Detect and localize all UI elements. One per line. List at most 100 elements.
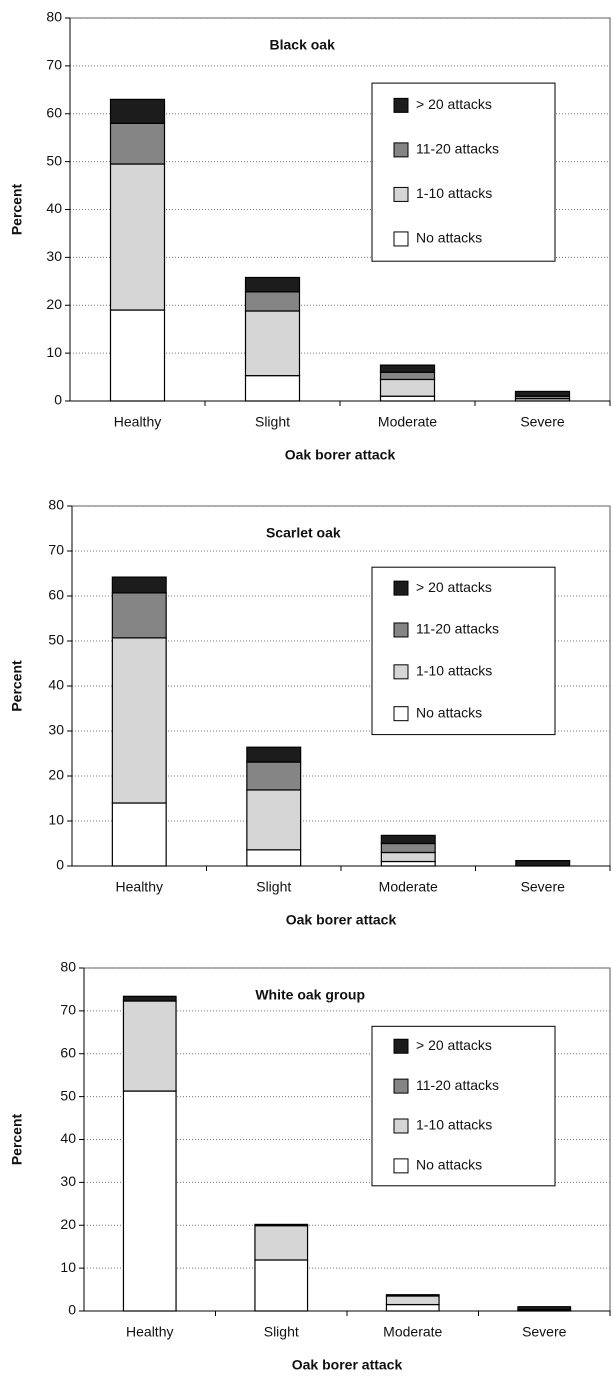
chart-title: Scarlet oak: [266, 525, 341, 541]
bar-segment: [244, 375, 301, 402]
y-tick-label: 70: [48, 542, 64, 558]
legend-label: > 20 attacks: [416, 96, 492, 112]
y-tick-label: 30: [46, 248, 62, 264]
bar-segment: [254, 1223, 309, 1227]
bar-segment: [379, 378, 436, 397]
legend-label: 1-10 attacks: [416, 1117, 492, 1133]
y-tick-label: 50: [60, 1087, 76, 1103]
legend-swatch: [393, 580, 409, 596]
bar-segment: [109, 98, 166, 124]
x-tick-label: Slight: [255, 414, 290, 430]
legend-label: > 20 attacks: [416, 579, 492, 595]
x-tick-label: Moderate: [379, 879, 438, 895]
legend-swatch: [393, 622, 409, 638]
bar-segment: [380, 834, 436, 845]
y-axis-title: Percent: [9, 1113, 25, 1165]
x-tick-label: Moderate: [383, 1324, 442, 1340]
y-tick-label: 20: [48, 767, 64, 783]
bar-segment: [517, 1306, 572, 1311]
y-tick-label: 70: [60, 1002, 76, 1018]
bar-segment: [122, 1090, 177, 1312]
bar-segment: [379, 395, 436, 402]
bar-segment: [122, 1000, 177, 1092]
y-tick-label: 10: [60, 1259, 76, 1275]
chart: 0 10 20 30 40 50 60 70 80 Healthy Slight Moderate Se…: [9, 959, 611, 1373]
y-tick-label: 10: [46, 344, 62, 360]
legend-label: 1-10 attacks: [416, 663, 492, 679]
bar-segment: [246, 789, 302, 851]
bar-segment: [246, 746, 302, 763]
chart: 0 10 20 30 40 50 60 70 80 Healthy Slight Moderate Se…: [9, 9, 611, 463]
bar-segment: [109, 309, 166, 402]
bar-segment: [246, 849, 302, 867]
legend-swatch: [393, 186, 409, 202]
y-tick-label: 40: [48, 677, 64, 693]
x-axis-title: Oak borer attack: [285, 447, 396, 463]
legend-swatch: [393, 1038, 409, 1054]
y-tick-label: 0: [56, 857, 64, 873]
bar-segment: [111, 802, 167, 867]
legend-swatch: [393, 664, 409, 680]
bar-segment: [111, 576, 167, 594]
x-axis-title: Oak borer attack: [286, 912, 397, 928]
y-tick-label: 20: [60, 1216, 76, 1232]
y-tick-label: 40: [60, 1130, 76, 1146]
legend-swatch: [393, 142, 409, 158]
y-tick-label: 80: [46, 9, 62, 25]
y-tick-label: 40: [46, 200, 62, 216]
legend-label: > 20 attacks: [416, 1037, 492, 1053]
bar-segment: [246, 761, 302, 791]
bar-segment: [385, 1294, 440, 1297]
bar-segment: [380, 860, 436, 867]
bar-segment: [379, 371, 436, 381]
x-tick-label: Healthy: [114, 414, 161, 430]
bar-segment: [379, 364, 436, 373]
y-axis-title: Percent: [9, 660, 25, 712]
y-tick-label: 10: [48, 812, 64, 828]
y-tick-label: 60: [48, 587, 64, 603]
x-tick-label: Healthy: [116, 879, 163, 895]
y-tick-label: 70: [46, 57, 62, 73]
x-tick-label: Severe: [520, 414, 565, 430]
bar-segment: [244, 291, 301, 312]
bar-segment: [380, 842, 436, 854]
x-tick-label: Slight: [256, 879, 291, 895]
y-tick-label: 80: [48, 497, 64, 513]
x-tick-label: Slight: [264, 1324, 299, 1340]
x-tick-label: Severe: [522, 1324, 567, 1340]
y-tick-label: 0: [54, 392, 62, 408]
legend-label: 1-10 attacks: [416, 185, 492, 201]
y-tick-label: 60: [46, 104, 62, 120]
legend-label: No attacks: [416, 704, 482, 720]
x-tick-label: Healthy: [126, 1324, 173, 1340]
bar-segment: [385, 1303, 440, 1312]
x-axis-title: Oak borer attack: [292, 1357, 403, 1373]
legend-label: No attacks: [416, 1157, 482, 1173]
y-tick-label: 30: [48, 722, 64, 738]
legend-swatch: [393, 1078, 409, 1094]
y-tick-label: 50: [46, 152, 62, 168]
bar-segment: [385, 1295, 440, 1306]
chart-title: Black oak: [270, 37, 336, 53]
bar-segment: [111, 592, 167, 639]
y-tick-label: 50: [48, 632, 64, 648]
bar-segment: [122, 995, 177, 1002]
legend-label: 11-20 attacks: [416, 621, 499, 637]
y-tick-label: 80: [60, 959, 76, 975]
bar-segment: [109, 122, 166, 165]
bar-segment: [244, 310, 301, 377]
chart-title: White oak group: [255, 987, 365, 1003]
legend-swatch: [393, 1118, 409, 1134]
legend-label: 11-20 attacks: [416, 141, 499, 157]
bar-segment: [254, 1259, 309, 1312]
y-tick-label: 0: [68, 1302, 76, 1318]
legend-swatch: [393, 1158, 409, 1174]
x-tick-label: Moderate: [378, 414, 437, 430]
bar-segment: [514, 390, 571, 397]
bar-segment: [380, 851, 436, 863]
x-tick-label: Severe: [521, 879, 566, 895]
legend-swatch: [393, 231, 409, 247]
y-tick-label: 20: [46, 296, 62, 312]
bar-segment: [515, 859, 571, 867]
